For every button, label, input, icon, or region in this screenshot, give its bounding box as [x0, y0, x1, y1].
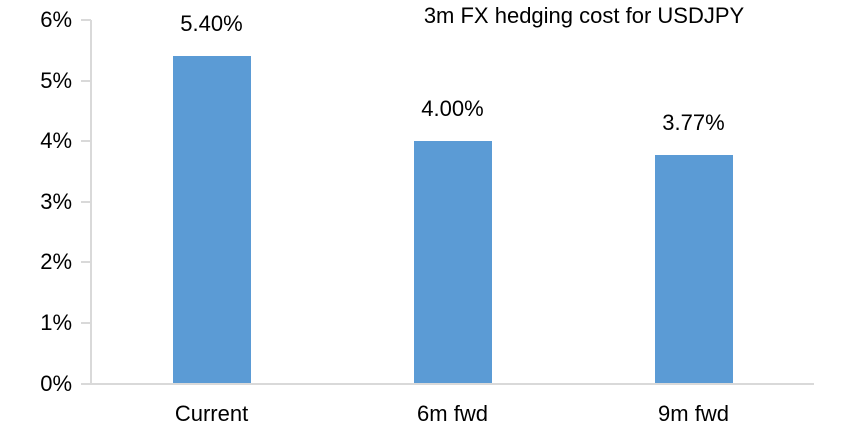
bar [172, 56, 251, 384]
bar [654, 155, 733, 384]
y-tick-label: 6% [40, 7, 72, 32]
x-axis-line [81, 382, 814, 385]
y-tick-mark [81, 19, 91, 21]
chart-title: 3m FX hedging cost for USDJPY [423, 3, 745, 28]
bar-value-label: 4.00% [421, 96, 484, 122]
y-tick-label: 2% [40, 249, 72, 275]
y-tick-mark [81, 79, 91, 82]
y-tick-mark [81, 261, 91, 264]
bar [413, 141, 492, 384]
bar-value-label: 3.77% [662, 110, 725, 136]
x-category-label: Current [174, 401, 249, 426]
y-tick-mark [81, 200, 91, 203]
y-axis-line [90, 20, 92, 385]
y-tick-label: 5% [40, 67, 72, 93]
y-tick-label: 4% [40, 128, 72, 154]
y-tick-mark [81, 140, 91, 143]
x-category-label: 6m fwd [417, 401, 488, 426]
y-tick-mark [81, 321, 91, 324]
y-tick-label: 1% [40, 309, 72, 335]
x-category-label: 9m fwd [658, 401, 729, 426]
y-tick-label: 0% [40, 370, 72, 396]
bar-value-label: 5.40% [180, 11, 243, 37]
y-tick-label: 3% [40, 188, 72, 214]
